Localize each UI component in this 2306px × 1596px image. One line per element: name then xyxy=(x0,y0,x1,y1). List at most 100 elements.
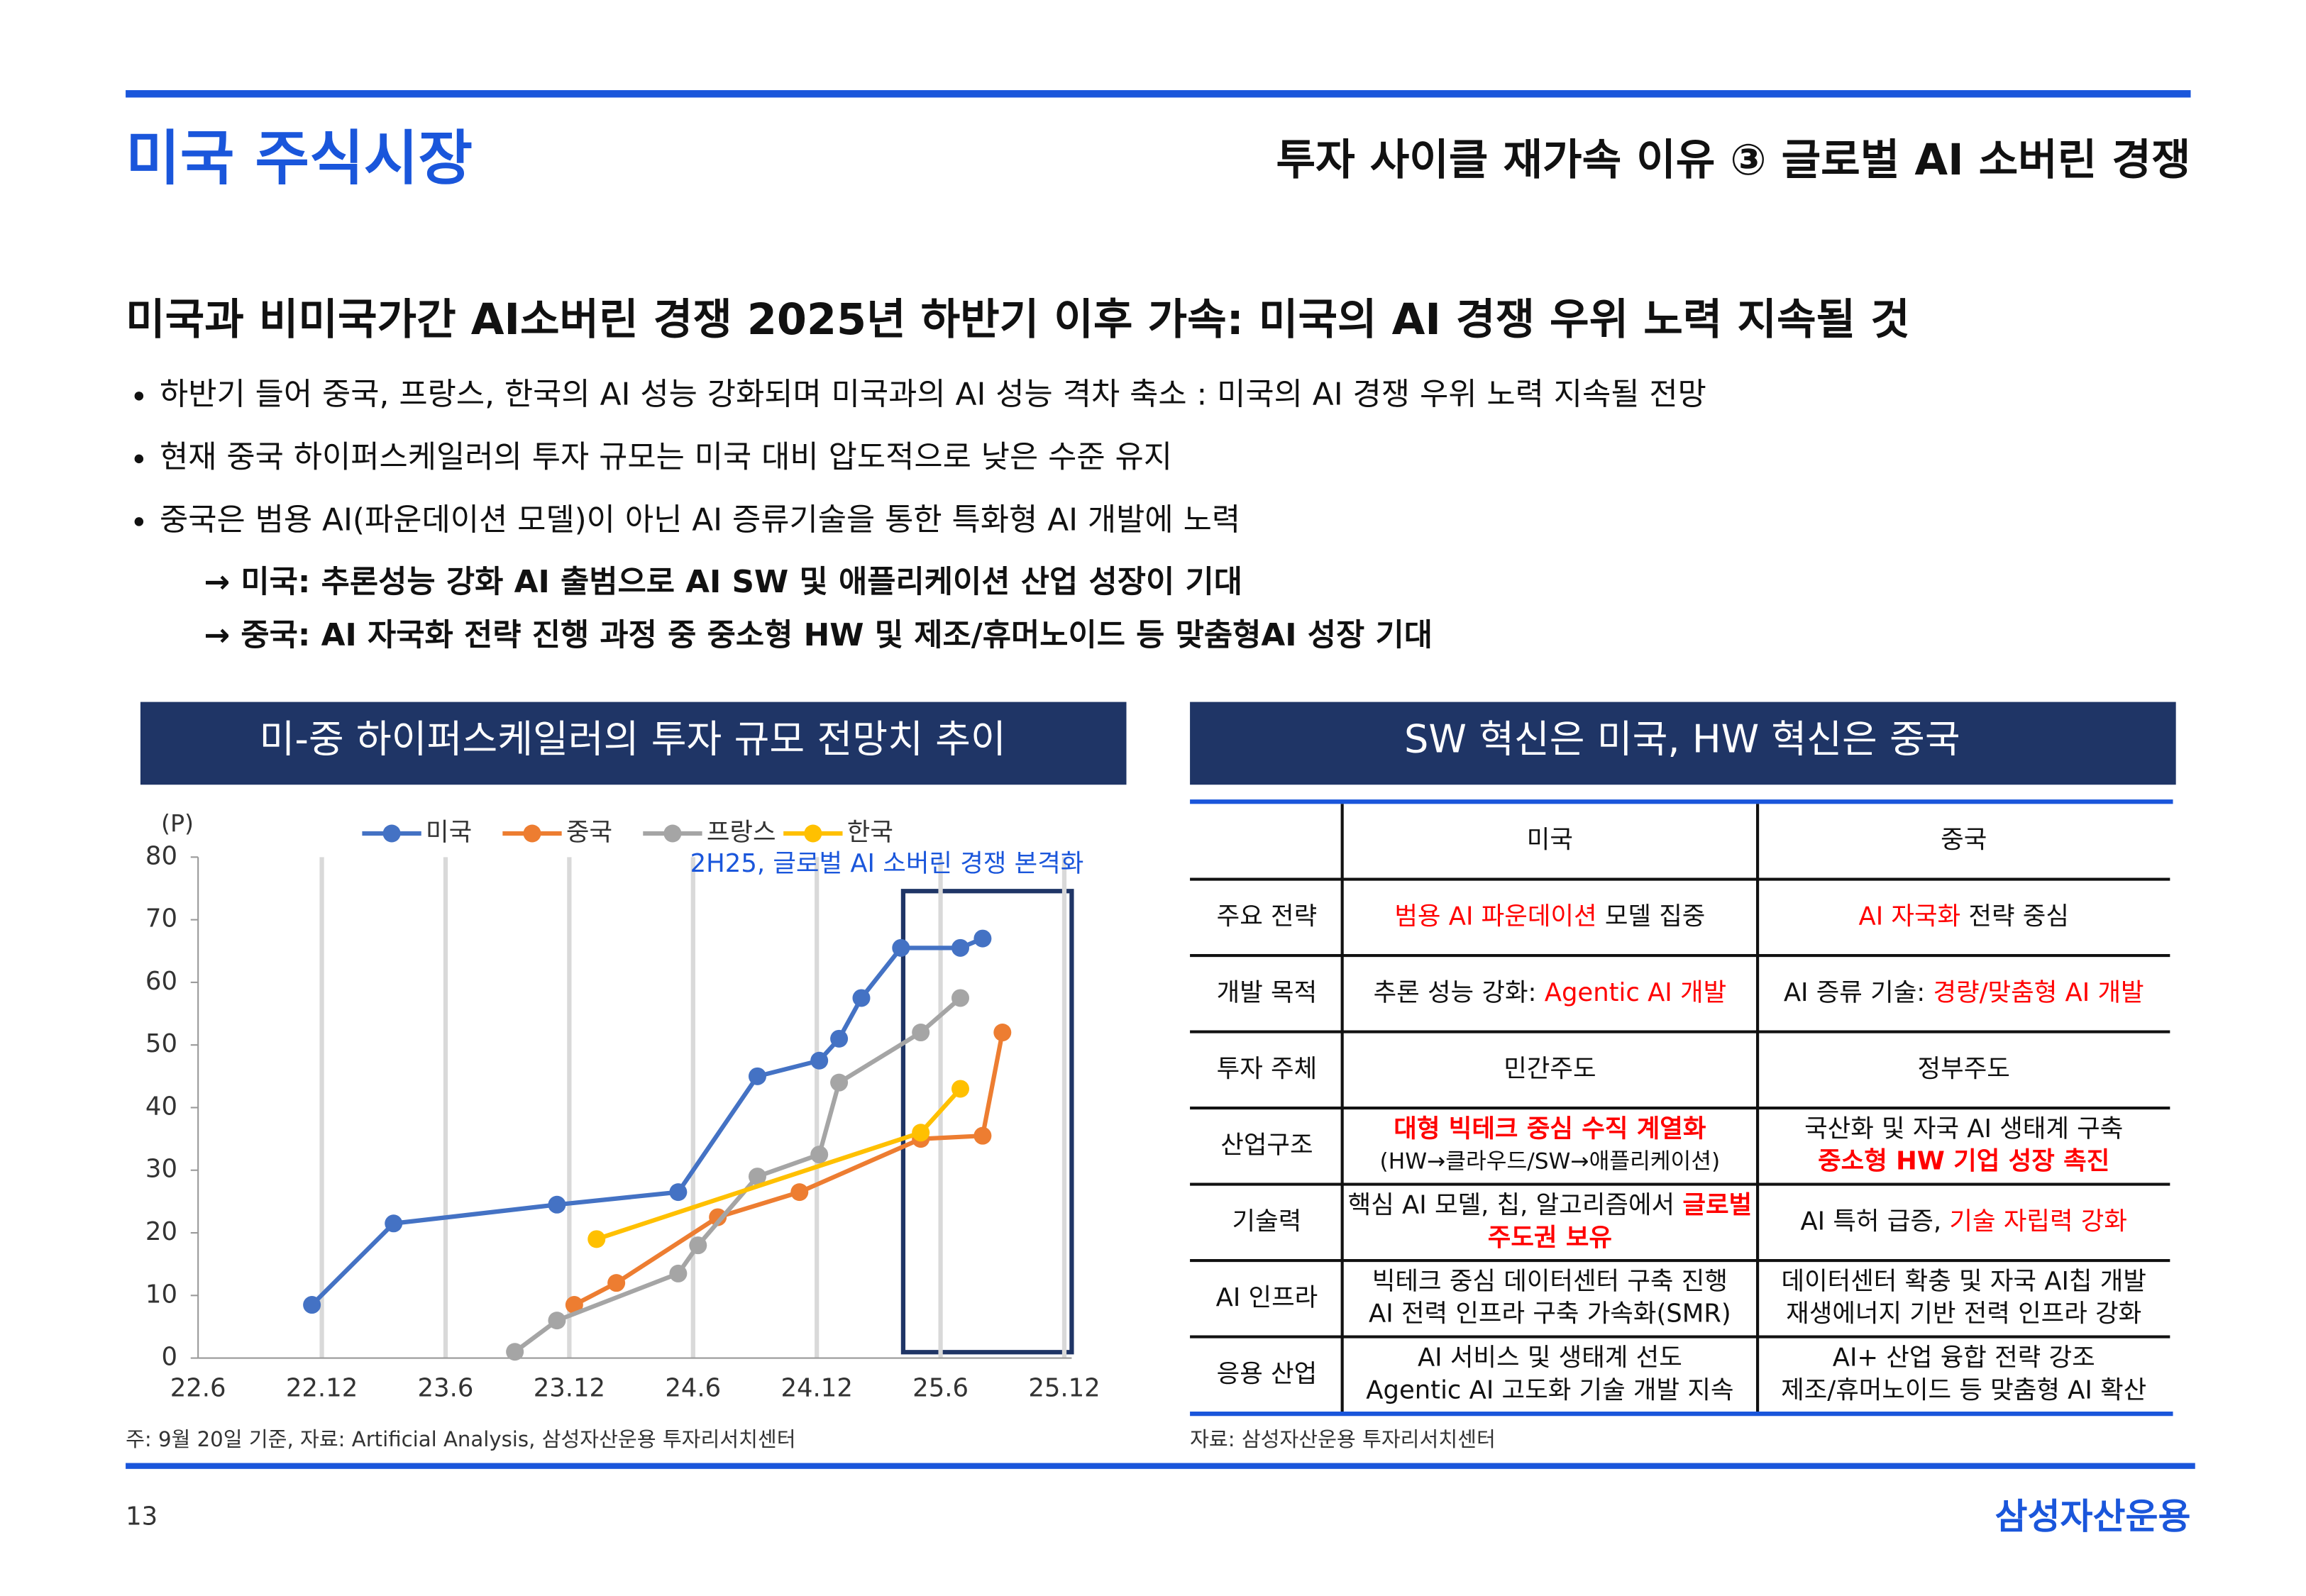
x-tick-label: 25.6 xyxy=(912,1373,969,1402)
point xyxy=(790,1183,809,1202)
x-tick-label: 23.12 xyxy=(534,1373,605,1402)
x-tick-label: 24.6 xyxy=(665,1373,721,1402)
table-cell-run: 글로벌 xyxy=(1682,1190,1752,1219)
point xyxy=(748,1168,766,1186)
table-cell-run: AI 증류 기술: xyxy=(1784,978,1933,1007)
legend-label: 한국 xyxy=(847,818,893,847)
point xyxy=(852,989,871,1007)
table-panel-title: SW 혁신은 미국, HW 혁신은 중국 xyxy=(1404,716,1960,761)
table-cell-run: 제조/휴머노이드 등 맞춤형 AI 확산 xyxy=(1781,1375,2146,1404)
table-cell-run: AI 전력 인프라 구축 가속화(SMR) xyxy=(1369,1299,1731,1329)
point xyxy=(385,1214,403,1233)
table-cell-run: 대형 빅테크 중심 수직 계열화 xyxy=(1394,1114,1706,1143)
table-col-header: 미국 xyxy=(1527,825,1573,854)
point xyxy=(912,1024,930,1042)
point xyxy=(548,1195,566,1214)
table-cell-run: 주도권 보유 xyxy=(1488,1223,1612,1252)
bullet-text: 하반기 들어 중국, 프랑스, 한국의 AI 성능 강화되며 미국과의 AI 성… xyxy=(160,376,1706,412)
table-col-header: 중국 xyxy=(1941,825,1987,854)
point xyxy=(587,1230,606,1248)
legend-label: 중국 xyxy=(566,818,612,847)
bullet-dot xyxy=(134,517,144,526)
point xyxy=(951,989,969,1007)
point xyxy=(548,1312,566,1330)
brand: 삼성자산운용 xyxy=(1995,1496,2191,1537)
bullet-dot xyxy=(134,392,144,401)
x-tick-label: 22.12 xyxy=(286,1373,358,1402)
table-cell-run: AI 자국화 xyxy=(1858,902,1960,931)
table-cell-line: AI 자국화 전략 중심 xyxy=(1858,902,2068,931)
table-cell-line: 중소형 HW 기업 성장 촉진 xyxy=(1818,1147,2109,1176)
y-tick-label: 80 xyxy=(145,841,177,870)
top-rule xyxy=(126,90,2191,98)
y-tick-label: 10 xyxy=(145,1280,177,1309)
table-cell-line: 민간주도 xyxy=(1504,1054,1596,1083)
table-cell-line: 데이터센터 확충 및 자국 AI칩 개발 xyxy=(1782,1267,2146,1296)
table-cell-line: AI 특허 급증, 기술 자립력 강화 xyxy=(1800,1207,2127,1236)
table-cell-run: 전략 중심 xyxy=(1960,902,2069,931)
table-cell-run: 정부주도 xyxy=(1918,1054,2010,1083)
page-title: 미국 주식시장 xyxy=(126,124,473,193)
table-cell-line: AI+ 산업 융합 전략 강조 xyxy=(1833,1343,2095,1372)
y-tick-label: 60 xyxy=(145,967,177,996)
table-cell-run: 모델 집중 xyxy=(1597,902,1706,931)
table-cell-line: 주도권 보유 xyxy=(1488,1223,1612,1252)
annotation: 2H25, 글로벌 AI 소버린 경쟁 본격화 xyxy=(690,849,1084,878)
arrow-text: → 미국: 추론성능 강화 AI 출범으로 AI SW 및 애플리케이션 산업 … xyxy=(204,564,1242,600)
table-row-label: 개발 목적 xyxy=(1217,978,1318,1007)
y-tick-label: 40 xyxy=(145,1092,177,1121)
table-cell-line: 국산화 및 자국 AI 생태계 구축 xyxy=(1804,1114,2123,1143)
table-cell-run: 민간주도 xyxy=(1504,1054,1596,1083)
table-cell-run: Agentic AI 개발 xyxy=(1545,978,1726,1007)
table-row-label: 기술력 xyxy=(1232,1207,1302,1236)
y-tick-label: 0 xyxy=(161,1343,177,1372)
x-tick-label: 23.6 xyxy=(418,1373,474,1402)
point xyxy=(951,1080,969,1098)
y-tick-label: 20 xyxy=(145,1217,177,1246)
legend-label: 프랑스 xyxy=(707,818,776,847)
bullet-text: 현재 중국 하이퍼스케일러의 투자 규모는 미국 대비 압도적으로 낮은 수준 … xyxy=(160,439,1172,475)
table-cell-line: AI 서비스 및 생태계 선도 xyxy=(1418,1343,1682,1372)
table-row-label: AI 인프라 xyxy=(1216,1283,1318,1312)
table-cell-line: 추론 성능 강화: Agentic AI 개발 xyxy=(1374,978,1727,1007)
chart-panel-title: 미-중 하이퍼스케일러의 투자 규모 전망치 추이 xyxy=(260,716,1006,761)
legend-marker xyxy=(523,824,541,843)
table-cell-run: AI 특허 급증, xyxy=(1800,1207,1949,1236)
point xyxy=(912,1124,930,1142)
point xyxy=(669,1264,688,1282)
table-bottom-rule xyxy=(1190,1412,2173,1417)
point xyxy=(810,1051,829,1070)
table-cell-line: 대형 빅테크 중심 수직 계열화 xyxy=(1394,1114,1706,1143)
table-cell-run: 중소형 HW 기업 성장 촉진 xyxy=(1818,1147,2109,1176)
point xyxy=(669,1183,688,1202)
y-tick-label: 70 xyxy=(145,904,177,933)
legend-marker xyxy=(382,824,401,843)
table-row-label: 투자 주체 xyxy=(1217,1054,1318,1083)
table-cell-run: 빅테크 중심 데이터센터 구축 진행 xyxy=(1372,1267,1728,1296)
y-unit: (P) xyxy=(161,809,194,837)
arrow-text: → 중국: AI 자국화 전략 진행 과정 중 중소형 HW 및 제조/휴머노이… xyxy=(204,617,1433,653)
legend-marker xyxy=(663,824,682,843)
legend-label: 미국 xyxy=(426,818,472,847)
table-cell-run: 핵심 AI 모델, 칩, 알고리즘에서 xyxy=(1348,1190,1683,1219)
table-cell-line: AI 전력 인프라 구축 가속화(SMR) xyxy=(1369,1299,1731,1329)
table-row-label: 응용 산업 xyxy=(1217,1359,1318,1388)
chart-note: 주: 9월 20일 기준, 자료: Artificial Analysis, 삼… xyxy=(126,1427,796,1451)
point xyxy=(810,1146,829,1164)
table-top-rule xyxy=(1190,799,2173,804)
point xyxy=(748,1067,766,1085)
point xyxy=(830,1029,849,1048)
table-panel-header xyxy=(1190,702,2176,785)
table-cell-run: 데이터센터 확충 및 자국 AI칩 개발 xyxy=(1782,1267,2146,1296)
x-tick-label: 24.12 xyxy=(781,1373,853,1402)
table-cell-run: (HW→클라우드/SW→애플리케이션) xyxy=(1380,1149,1721,1175)
table-cell-line: 핵심 AI 모델, 칩, 알고리즘에서 글로벌 xyxy=(1348,1190,1753,1219)
point xyxy=(607,1274,626,1292)
table-cell-run: 기술 자립력 강화 xyxy=(1949,1207,2127,1236)
point xyxy=(951,938,969,957)
page-subtitle: 투자 사이클 재가속 이유 ③ 글로벌 AI 소버린 경쟁 xyxy=(1276,135,2191,185)
table-cell-run: AI+ 산업 융합 전략 강조 xyxy=(1833,1343,2095,1372)
point xyxy=(993,1024,1012,1042)
